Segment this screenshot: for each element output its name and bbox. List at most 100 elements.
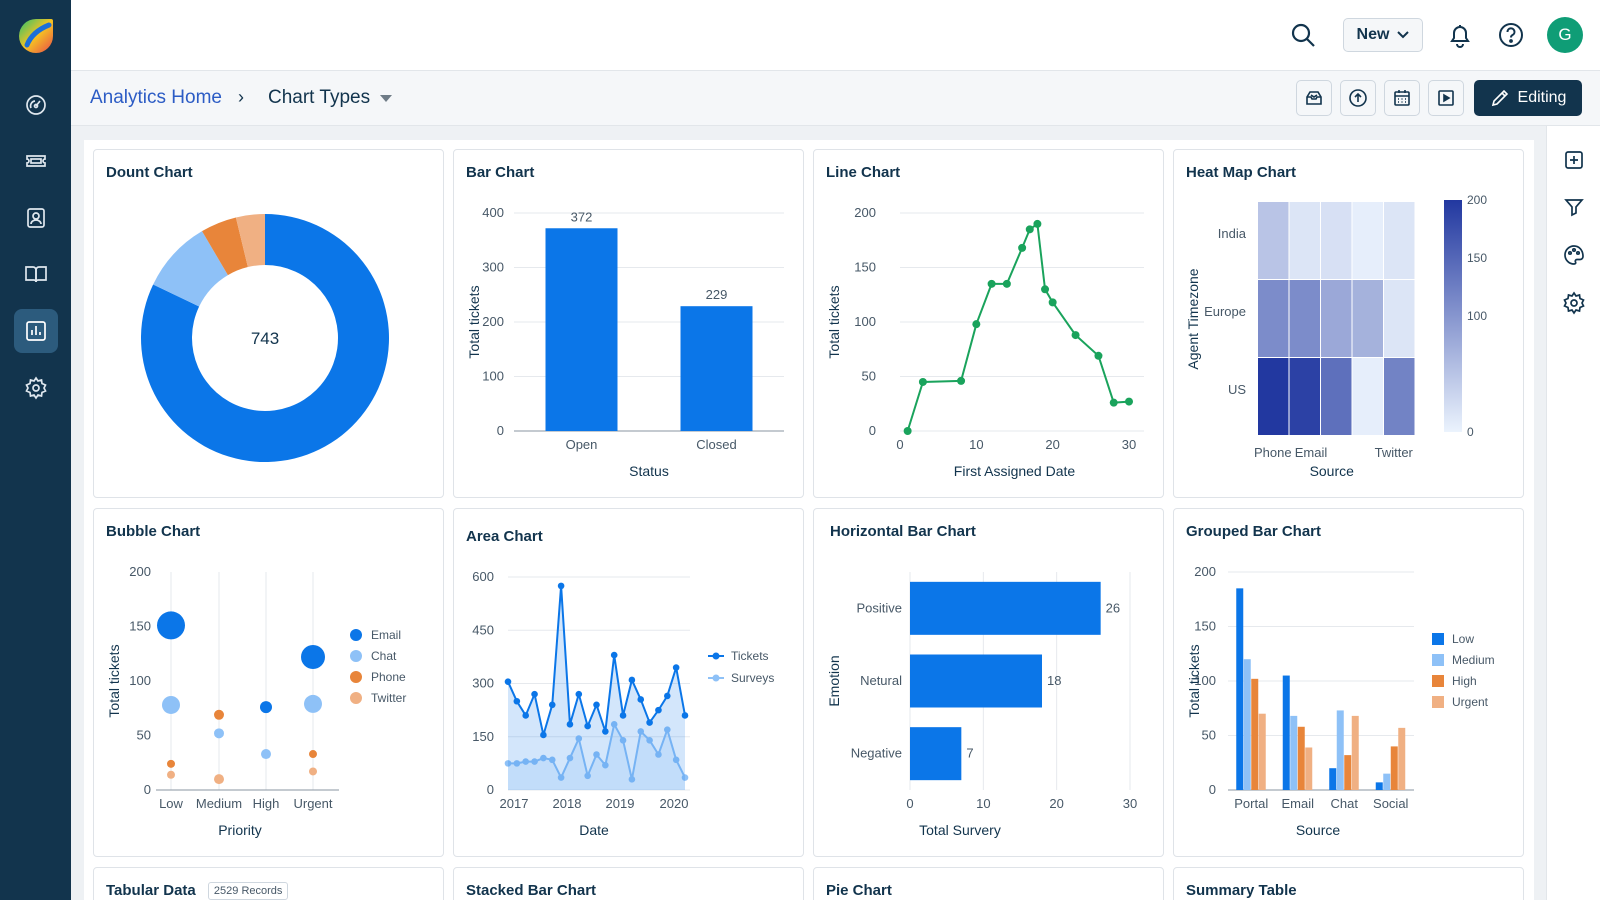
palette-icon[interactable] — [1562, 243, 1586, 267]
left-navigation — [0, 0, 71, 900]
y-axis-title: Total tickets — [1186, 644, 1202, 717]
line-chart-card[interactable]: Line Chart 0 50 100 150 200 0 10 20 30 First Assi… — [813, 149, 1164, 498]
bar — [1390, 746, 1398, 790]
card-title: Heat Map Chart — [1186, 164, 1297, 181]
bell-icon[interactable] — [1446, 21, 1474, 49]
legend-swatch — [1432, 633, 1444, 645]
y-axis-title: Emotion — [826, 655, 842, 706]
nav-item-knowledge-base[interactable] — [14, 252, 58, 296]
y-tick-label: 150 — [1194, 619, 1216, 634]
y-tick-label: 0 — [1209, 782, 1216, 797]
card-title: Summary Table — [1186, 882, 1297, 899]
color-scale-label: 200 — [1467, 193, 1487, 207]
x-tick-label: 2018 — [553, 796, 582, 811]
data-point — [1071, 331, 1080, 340]
heatmap-cell — [1289, 202, 1320, 279]
editing-button[interactable]: Editing — [1474, 80, 1582, 116]
schedule-button[interactable] — [1384, 80, 1420, 116]
x-tick-label: 30 — [1123, 796, 1137, 811]
legend-marker — [712, 674, 720, 682]
data-point — [540, 731, 547, 739]
bar — [1351, 715, 1359, 790]
data-point — [522, 758, 529, 765]
bar — [680, 306, 753, 431]
data-point — [681, 774, 689, 781]
ticket-icon — [26, 155, 46, 167]
legend-swatch — [1432, 675, 1444, 687]
series-area — [508, 585, 685, 790]
app-logo[interactable] — [17, 17, 55, 55]
data-point — [584, 722, 591, 730]
data-point — [972, 320, 981, 329]
email-report-button[interactable] — [1296, 80, 1332, 116]
settings-icon[interactable] — [1562, 291, 1586, 315]
tabular-data-card[interactable]: Tabular Data 2529 Records — [93, 867, 444, 900]
area-chart-card[interactable]: Area Chart 0 150 300 450 600 2017 2018 2019 2020… — [453, 508, 804, 857]
bar — [910, 654, 1042, 708]
nav-item-admin[interactable] — [14, 366, 58, 410]
grouped-bar-chart: 0 50 100 150 200 Portal Email Chat Social Low Medi… — [1186, 564, 1495, 838]
grouped-bar-chart-card[interactable]: Grouped Bar Chart 0 50 100 150 200 Portal Emai… — [1173, 508, 1524, 857]
chevron-down-icon — [1397, 31, 1410, 39]
summary-table-card[interactable]: Summary Table — [1173, 867, 1524, 900]
add-widget-icon[interactable] — [1562, 148, 1586, 172]
data-point — [1018, 243, 1027, 252]
x-tick-label: Portal — [1234, 796, 1268, 811]
data-point — [672, 664, 680, 671]
data-label: 229 — [706, 287, 728, 302]
nav-item-contacts[interactable] — [14, 196, 58, 240]
heatmap-cell — [1384, 358, 1415, 435]
breadcrumb-home[interactable]: Analytics Home — [90, 87, 222, 108]
bubble-chart-card[interactable]: Bubble Chart 0 50 100 150 200 Low Medium High Ur… — [93, 508, 444, 857]
upload-icon — [1349, 89, 1367, 107]
search-icon[interactable] — [1289, 21, 1317, 49]
user-avatar[interactable]: G — [1547, 17, 1583, 53]
help-icon[interactable] — [1497, 21, 1525, 49]
data-point — [522, 712, 529, 719]
nav-item-tickets[interactable] — [14, 139, 58, 183]
bar — [1290, 715, 1298, 790]
data-point — [957, 376, 966, 385]
export-button[interactable] — [1340, 80, 1376, 116]
horizontal-bar-chart-card[interactable]: Horizontal Bar Chart 0 10 20 30 26 Positive 18… — [813, 508, 1164, 857]
nav-item-dashboard[interactable] — [14, 83, 58, 127]
donut-chart-card[interactable]: Dount Chart 743 — [93, 149, 444, 498]
bar-chart-card[interactable]: Bar Chart 0 100 200 300 400 372 Open 229 Closed S… — [453, 149, 804, 498]
bar — [1336, 710, 1344, 790]
data-point — [513, 697, 521, 705]
bar — [910, 727, 962, 781]
data-point — [610, 721, 618, 728]
new-button[interactable]: New — [1343, 18, 1423, 52]
breadcrumb-current[interactable]: Chart Types — [268, 87, 393, 109]
donut-slice — [235, 214, 265, 268]
bar-chart: 0 100 200 300 400 372 Open 229 Closed Status Total… — [466, 205, 784, 479]
y-tick-label: India — [1218, 226, 1247, 241]
donut-center-label: 743 — [251, 329, 279, 348]
data-point — [548, 756, 556, 764]
heatmap-chart-card[interactable]: Heat Map Chart India Europe US Phone Email Tw… — [1173, 149, 1524, 498]
y-tick-label: Negative — [851, 746, 902, 761]
nav-item-analytics[interactable] — [14, 309, 58, 353]
data-point — [557, 582, 565, 590]
card-title: Dount Chart — [106, 164, 193, 181]
pie-chart-card[interactable]: Pie Chart — [813, 867, 1164, 900]
card-title: Line Chart — [826, 164, 901, 181]
data-point — [681, 712, 689, 719]
x-tick-label: Closed — [696, 437, 736, 452]
filter-icon[interactable] — [1562, 195, 1586, 219]
gauge-icon — [26, 95, 46, 115]
stacked-bar-chart-card[interactable]: Stacked Bar Chart — [453, 867, 804, 900]
data-point — [593, 751, 600, 758]
heatmap-cell — [1258, 280, 1289, 357]
y-tick-label: Positive — [856, 600, 902, 615]
gear-icon — [25, 376, 47, 400]
present-button[interactable] — [1428, 80, 1464, 116]
editing-label: Editing — [1517, 89, 1567, 106]
data-point — [504, 760, 512, 767]
y-tick-label: 200 — [482, 314, 504, 329]
data-point — [593, 701, 600, 709]
data-point — [531, 758, 538, 765]
heatmap-cell — [1352, 358, 1383, 435]
legend-marker — [712, 652, 720, 660]
heatmap-cell — [1321, 202, 1352, 279]
